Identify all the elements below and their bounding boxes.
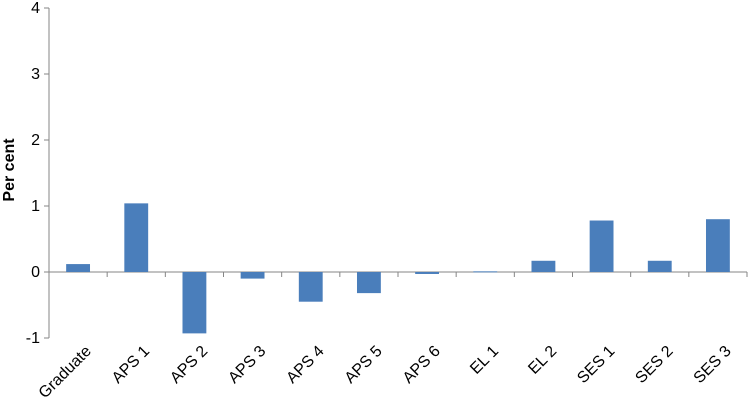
- y-tick-label: 1: [31, 198, 40, 215]
- bar-ses-2: [647, 260, 672, 272]
- y-tick-label: 0: [31, 264, 40, 281]
- bars: [66, 203, 730, 334]
- bar-aps-1: [124, 203, 149, 272]
- x-tick-label: SES 3: [691, 343, 735, 387]
- bar-aps-4: [298, 272, 323, 302]
- x-tick-label: EL 2: [525, 343, 560, 378]
- bar-aps-3: [240, 272, 265, 279]
- bar-el-2: [531, 260, 556, 272]
- x-tick-label: SES 1: [574, 343, 618, 387]
- bar-aps-5: [356, 272, 381, 294]
- bar-aps-2: [182, 272, 207, 334]
- x-tick-label: APS 1: [109, 343, 153, 387]
- x-tick-label: Graduate: [36, 343, 95, 402]
- bar-aps-6: [415, 272, 440, 274]
- x-tick-label: APS 3: [225, 343, 269, 387]
- bar-ses-1: [589, 220, 614, 272]
- y-tick-label: -1: [26, 330, 40, 347]
- bar-ses-3: [705, 219, 730, 272]
- x-tick-labels: Graduate APS 1 APS 2 APS 3 APS 4 APS 5 APS 6 EL…: [36, 343, 735, 402]
- y-tick-label: 3: [31, 66, 40, 83]
- x-tick-label: APS 2: [167, 343, 211, 387]
- x-tick-label: APS 4: [283, 343, 327, 387]
- y-axis-title: Per cent: [1, 138, 18, 202]
- x-tick-label: APS 6: [400, 343, 444, 387]
- x-tick-label: EL 1: [467, 343, 502, 378]
- x-tick-label: APS 5: [342, 343, 386, 387]
- y-tick-label: 4: [31, 0, 40, 17]
- x-tick-label: SES 2: [632, 343, 676, 387]
- y-tick-labels: -1 0 1 2 3 4: [26, 0, 40, 347]
- axes: [44, 7, 748, 339]
- y-tick-label: 2: [31, 132, 40, 149]
- bar-el-1: [473, 271, 498, 273]
- bar-graduate: [66, 264, 91, 272]
